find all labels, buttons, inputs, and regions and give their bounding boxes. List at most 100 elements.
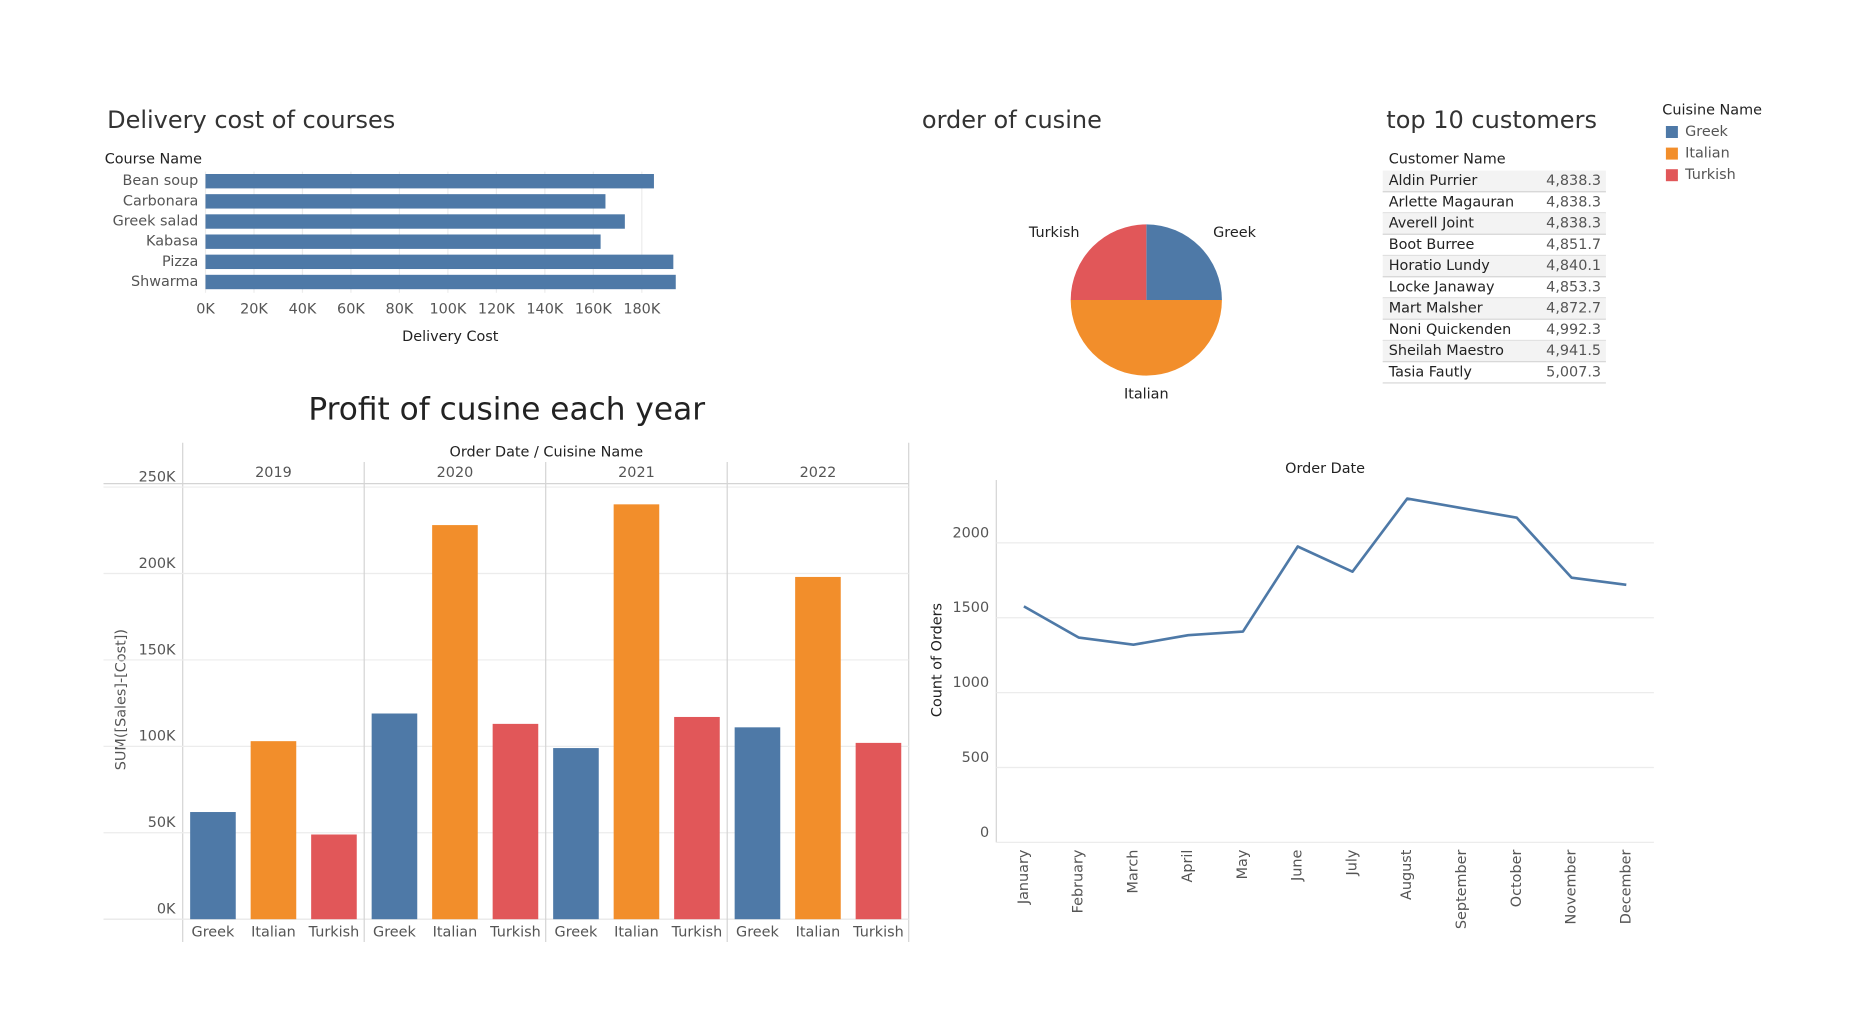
y-tick-label: Carbonara xyxy=(123,193,198,209)
y-tick-label: 200K xyxy=(139,556,176,572)
legend-swatch xyxy=(1665,147,1678,160)
table-cell: Boot Burree xyxy=(1389,237,1475,253)
table-cell: Noni Quickenden xyxy=(1389,322,1512,338)
x-axis-label: Delivery Cost xyxy=(402,329,499,345)
x-tick-label: 100K xyxy=(429,302,466,318)
table-row-bg xyxy=(1382,298,1606,320)
x-tick-label: May xyxy=(1235,849,1251,879)
panel-label: 2020 xyxy=(437,465,474,481)
x-tick-label: 180K xyxy=(623,302,660,318)
bar xyxy=(613,504,660,920)
legend-label: Italian xyxy=(1685,146,1730,162)
x-tick-label: Greek xyxy=(192,924,235,940)
x-tick-label: Italian xyxy=(433,924,478,940)
x-tick-label: October xyxy=(1509,850,1525,908)
line xyxy=(1023,497,1627,647)
y-tick-label: 0 xyxy=(980,825,989,841)
bar xyxy=(190,812,236,920)
x-tick-label: April xyxy=(1180,850,1196,883)
table-cell: Mart Malsher xyxy=(1389,301,1483,317)
y-tick-label: Pizza xyxy=(162,254,198,270)
x-tick-label: November xyxy=(1564,850,1580,925)
y-tick-label: 100K xyxy=(139,729,176,745)
bar xyxy=(553,748,599,920)
chart-title: order of cusine xyxy=(922,106,1102,134)
chart-title: Delivery cost of courses xyxy=(107,106,395,134)
table-cell: Sheilah Maestro xyxy=(1389,343,1504,359)
y-tick-label: Greek salad xyxy=(113,214,199,230)
panel-label: 2022 xyxy=(800,465,837,481)
chart-title: Profit of cusine each year xyxy=(308,391,705,427)
x-tick-label: Italian xyxy=(796,924,841,940)
legend-label: Greek xyxy=(1685,124,1728,140)
x-tick-label: 40K xyxy=(289,302,317,318)
table-title: top 10 customers xyxy=(1386,106,1597,134)
table-row-bg xyxy=(1382,255,1606,277)
table-cell: 4,838.3 xyxy=(1546,216,1601,232)
slice-label: Greek xyxy=(1213,225,1256,241)
y-tick-label: 2000 xyxy=(952,525,989,541)
table-row-bg xyxy=(1382,170,1606,192)
x-tick-label: Italian xyxy=(251,924,296,940)
table-cell: 4,872.7 xyxy=(1546,301,1601,317)
x-tick-label: July xyxy=(1344,849,1360,876)
x-tick-label: 120K xyxy=(478,302,515,318)
table-cell: Locke Janaway xyxy=(1389,279,1495,295)
y-axis-label: Count of Orders xyxy=(930,603,946,717)
bar xyxy=(205,254,674,270)
axis-header: Order Date / Cuisine Name xyxy=(450,444,644,460)
y-tick-label: 50K xyxy=(148,815,176,831)
table-cell: 5,007.3 xyxy=(1546,364,1601,380)
bar xyxy=(205,214,625,229)
y-tick-label: Kabasa xyxy=(146,234,198,250)
table-cell: Tasia Fautly xyxy=(1388,364,1473,380)
table-cell: 4,838.3 xyxy=(1546,194,1601,210)
y-tick-label: 1000 xyxy=(952,675,989,691)
table-cell: 4,853.3 xyxy=(1546,279,1601,295)
legend-swatch xyxy=(1665,126,1678,138)
table-header: Customer Name xyxy=(1389,152,1506,168)
table-cell: 4,838.3 xyxy=(1546,173,1601,189)
table-cell: Arlette Magauran xyxy=(1389,194,1515,210)
x-tick-label: January xyxy=(1016,849,1032,905)
x-tick-label: Turkish xyxy=(489,924,541,940)
x-tick-label: Greek xyxy=(373,924,416,940)
table-cell: 4,840.1 xyxy=(1546,258,1601,274)
x-tick-label: August xyxy=(1399,849,1415,900)
pie-slice xyxy=(1070,300,1222,376)
bar xyxy=(205,194,606,209)
bar xyxy=(205,174,654,189)
x-tick-label: Turkish xyxy=(308,924,360,940)
y-tick-label: Shwarma xyxy=(131,274,198,290)
x-tick-label: December xyxy=(1618,850,1634,925)
legend-title: Cuisine Name xyxy=(1662,102,1762,118)
table-cell: 4,992.3 xyxy=(1546,322,1601,338)
bar xyxy=(205,234,601,249)
bar xyxy=(492,723,539,920)
table-cell: Horatio Lundy xyxy=(1389,258,1491,274)
x-tick-label: February xyxy=(1071,849,1087,913)
axis-header: Course Name xyxy=(105,152,202,168)
y-tick-label: 250K xyxy=(139,469,176,485)
x-tick-label: Turkish xyxy=(671,924,723,940)
x-tick-label: 20K xyxy=(240,302,268,318)
bar xyxy=(674,716,720,920)
chart-title: Order Date xyxy=(1285,461,1365,477)
table-row-bg xyxy=(1382,213,1606,235)
x-tick-label: September xyxy=(1454,850,1470,930)
y-tick-label: 150K xyxy=(139,642,176,658)
slice-label: Turkish xyxy=(1028,225,1080,241)
legend-swatch xyxy=(1665,169,1678,182)
legend-label: Turkish xyxy=(1684,167,1736,183)
x-tick-label: June xyxy=(1290,849,1306,881)
x-tick-label: Greek xyxy=(555,924,598,940)
bar xyxy=(371,713,418,920)
y-tick-label: 500 xyxy=(962,750,989,766)
bar xyxy=(250,741,297,920)
x-tick-label: 140K xyxy=(526,302,563,318)
x-tick-label: 0K xyxy=(196,302,215,318)
x-tick-label: 60K xyxy=(337,302,365,318)
table-cell: 4,851.7 xyxy=(1546,237,1601,253)
